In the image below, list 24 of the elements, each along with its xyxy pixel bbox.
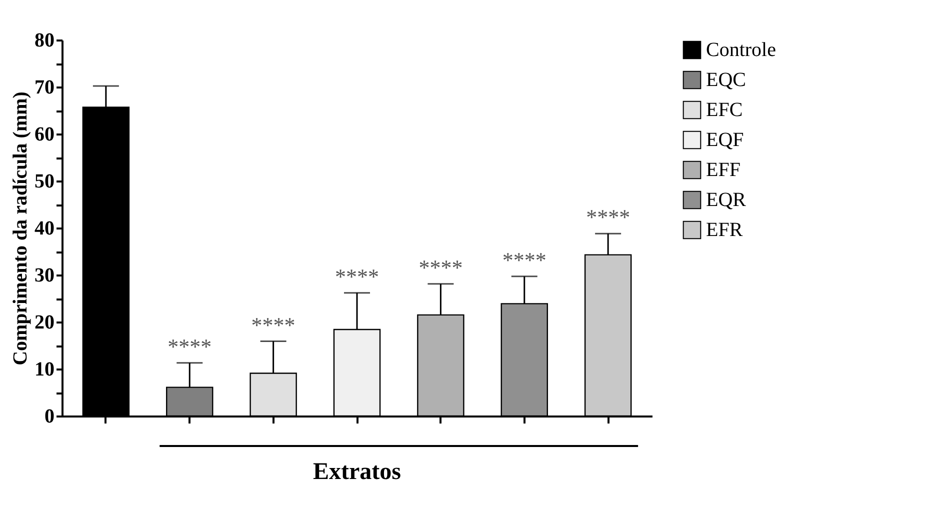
y-axis-title: Comprimento da radícula (mm) xyxy=(10,92,32,366)
annotation: **** xyxy=(586,204,630,230)
legend-label: EQC xyxy=(706,69,746,91)
y-tick-label: 70 xyxy=(34,76,54,98)
y-tick-label: 30 xyxy=(34,264,54,286)
annotation: **** xyxy=(418,254,463,280)
y-tick-label: 10 xyxy=(34,358,54,380)
annotation: **** xyxy=(502,247,546,272)
annotation: **** xyxy=(335,264,379,289)
y-tick-label: 80 xyxy=(34,30,54,52)
annotation: **** xyxy=(251,312,296,338)
y-tick-label: 0 xyxy=(44,406,54,428)
legend-label: EFC xyxy=(706,99,743,121)
annotation: **** xyxy=(168,334,212,359)
legend-label: EFR xyxy=(706,219,744,241)
x-axis-title: Extratos xyxy=(313,459,401,485)
y-tick-label: 20 xyxy=(34,312,54,334)
legend-label: EQR xyxy=(706,189,747,211)
y-tick-label: 50 xyxy=(34,170,54,192)
y-tick-label: 40 xyxy=(34,218,54,240)
legend-label: Controle xyxy=(706,39,776,61)
legend-label: EFF xyxy=(706,159,740,181)
y-tick-label: 60 xyxy=(34,124,54,146)
legend-label: EQF xyxy=(706,129,744,151)
